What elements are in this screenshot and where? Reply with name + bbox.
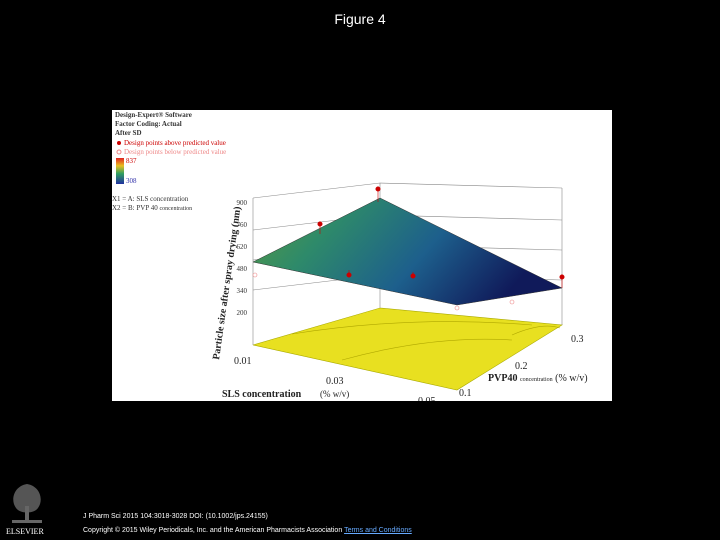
design-points <box>252 186 565 311</box>
x-tick-label: 0.05 <box>418 396 436 401</box>
copyright: Copyright © 2015 Wiley Periodicals, Inc.… <box>83 527 412 534</box>
legend-text: Factor Coding: Actual <box>115 120 182 128</box>
z-tick-label: 620 <box>237 243 248 251</box>
figure: Design-Expert® Software Factor Coding: A… <box>112 110 612 401</box>
z-tick-label: 340 <box>237 287 248 295</box>
legend-text: After SD <box>115 129 142 137</box>
legend-marker <box>117 141 121 145</box>
x-tick-label: 0.03 <box>326 376 344 387</box>
x-axis-label: SLS concentration <box>222 389 302 400</box>
contour-lines <box>291 321 561 361</box>
z-tick-label: 760 <box>237 221 248 229</box>
y-tick-label: 0.3 <box>571 334 584 345</box>
legend-text: Design points above predicted value <box>124 139 226 147</box>
legend-text: X2 = B: PVP 40 concentration <box>112 204 192 212</box>
y-axis-label: PVP40 concentration (% w/v) <box>488 373 588 384</box>
legend-text: 837 <box>126 157 137 165</box>
legend-marker <box>116 149 122 155</box>
color-scale <box>116 158 124 184</box>
y-tick-label: 0.2 <box>515 361 528 372</box>
z-tick-label: 480 <box>237 265 248 273</box>
title: Figure 4 <box>334 11 386 27</box>
publisher-logo <box>12 484 42 523</box>
z-tick-label: 200 <box>237 309 248 317</box>
citation: J Pharm Sci 2015 104:3018-3028 DOI: (10.… <box>83 513 268 520</box>
x-axis-unit: (% w/v) <box>320 389 349 399</box>
x-tick-label: 0.01 <box>234 356 252 367</box>
legend-text: 308 <box>126 177 137 185</box>
publisher: ELSEVIER <box>6 527 44 536</box>
terms-link[interactable]: Terms and Conditions <box>344 527 412 534</box>
legend-text: Design points below predicted value <box>124 148 226 156</box>
y-tick-label: 0.1 <box>459 388 472 399</box>
legend-text: X1 = A: SLS concentration <box>112 195 189 203</box>
legend-text: Design-Expert® Software <box>115 111 192 119</box>
z-tick-label: 900 <box>237 199 248 207</box>
